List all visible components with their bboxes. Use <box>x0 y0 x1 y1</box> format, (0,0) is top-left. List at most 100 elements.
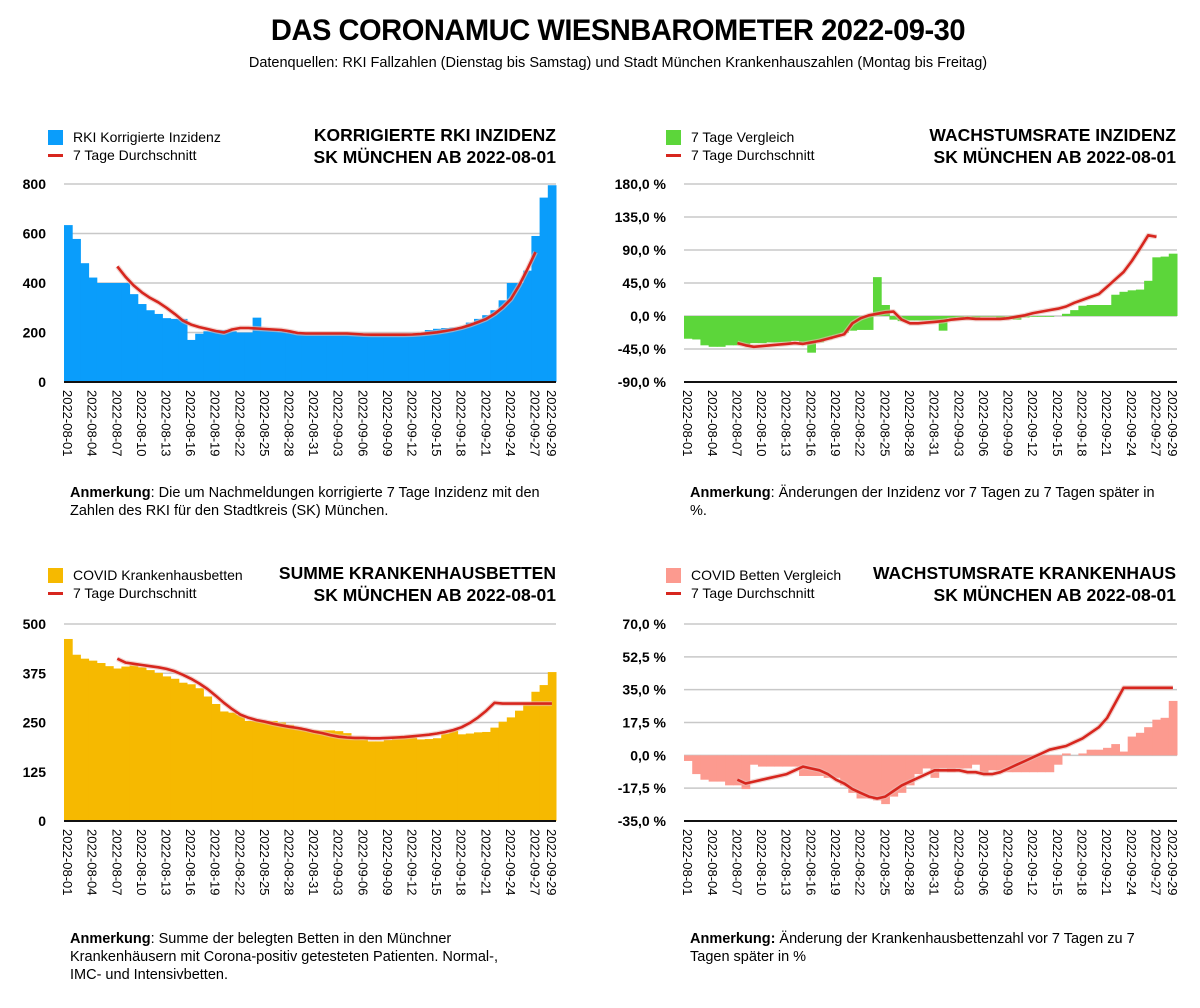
bar <box>905 316 915 321</box>
y-tick-label: 0 <box>38 374 46 390</box>
note-label: Anmerkung <box>70 931 151 947</box>
bar <box>799 316 808 343</box>
chart-title: WACHSTUMSRATE KRANKENHAUS SK MÜNCHEN AB … <box>873 562 1176 606</box>
bar <box>716 316 726 347</box>
bar <box>1045 755 1055 773</box>
bar <box>293 727 303 821</box>
bar <box>359 739 368 821</box>
bar <box>441 733 450 821</box>
legend-swatch-icon <box>48 567 63 583</box>
bar <box>187 684 196 821</box>
bar <box>971 755 981 765</box>
bar <box>318 730 327 821</box>
bar <box>531 691 541 821</box>
bar <box>523 270 532 383</box>
chart-title-line1: WACHSTUMSRATE KRANKENHAUS <box>872 563 1176 583</box>
bar <box>1119 291 1129 316</box>
bar <box>433 738 442 821</box>
x-tick-label: 2022-09-03 <box>951 390 966 457</box>
bar <box>872 755 882 801</box>
bar <box>351 736 360 821</box>
chart-note: Anmerkung: Änderung der Krankenhausbette… <box>690 930 1170 966</box>
legend-line-icon <box>48 591 63 595</box>
y-tick-label: 0,0 % <box>630 747 666 763</box>
bar <box>1086 749 1096 756</box>
x-tick-label: 2022-08-19 <box>208 829 223 896</box>
bar <box>326 730 336 821</box>
chart-note: Anmerkung: Summe der belegten Betten in … <box>70 930 530 984</box>
bar <box>523 702 532 821</box>
x-tick-label: 2022-09-29 <box>544 390 559 457</box>
bar <box>1094 749 1104 756</box>
bar <box>129 665 139 821</box>
bar <box>700 755 710 780</box>
bar <box>301 729 311 821</box>
bar <box>408 737 418 821</box>
x-tick-label: 2022-08-31 <box>927 829 942 896</box>
x-tick-label: 2022-09-09 <box>1001 829 1016 896</box>
bar <box>64 225 73 382</box>
bar <box>121 283 131 382</box>
bar <box>187 339 196 382</box>
bar <box>733 316 743 346</box>
bar <box>1103 305 1112 316</box>
chart-title-line2: SK MÜNCHEN AB 2022-08-01 <box>313 585 556 605</box>
bar <box>782 316 792 343</box>
bar <box>1078 305 1088 316</box>
bar <box>506 283 516 382</box>
y-tick-label: 45,0 % <box>622 275 666 291</box>
bar <box>260 720 270 821</box>
x-tick-label: 2022-09-21 <box>1099 390 1114 457</box>
bar <box>1168 700 1178 756</box>
x-tick-label: 2022-08-19 <box>828 829 843 896</box>
x-tick-label: 2022-09-15 <box>1050 829 1065 896</box>
page-subtitle: Datenquellen: RKI Fallzahlen (Dienstag b… <box>248 55 988 71</box>
bar <box>766 755 775 767</box>
y-tick-label: 200 <box>23 325 47 341</box>
x-tick-label: 2022-08-13 <box>159 829 174 896</box>
bar <box>790 316 800 341</box>
bar <box>301 333 311 382</box>
bar <box>864 755 874 799</box>
bar <box>367 334 377 382</box>
bar <box>285 332 295 382</box>
bar <box>946 755 956 773</box>
bar <box>342 733 352 821</box>
x-tick-label: 2022-09-27 <box>528 829 543 896</box>
bar <box>482 315 491 382</box>
series-line-7-tage-durchschnitt <box>116 251 537 336</box>
y-tick-label: 400 <box>23 275 47 291</box>
bar <box>872 277 882 316</box>
bar <box>515 283 524 382</box>
bar <box>1053 755 1063 765</box>
bar <box>170 318 180 382</box>
x-tick-label: 2022-08-22 <box>232 829 247 896</box>
bar <box>129 294 139 382</box>
bar <box>121 666 131 821</box>
bar <box>162 318 172 382</box>
legend-item-bars: RKI Korrigierte Inzidenz <box>48 128 221 146</box>
bar <box>848 755 858 793</box>
legend-item-bars: 7 Tage Vergleich <box>666 128 814 146</box>
x-tick-label: 2022-08-16 <box>803 829 818 896</box>
x-tick-label: 2022-09-27 <box>528 390 543 457</box>
bar <box>105 283 114 382</box>
chart-title-line2: SK MÜNCHEN AB 2022-08-01 <box>933 585 1176 605</box>
legend: RKI Korrigierte Inzidenz 7 Tage Durchsch… <box>48 128 221 164</box>
chart-title: KORRIGIERTE RKI INZIDENZ SK MÜNCHEN AB 2… <box>314 124 556 168</box>
note-text: : Die um Nachmeldungen korrigierte 7 Tag… <box>70 485 540 519</box>
bar <box>684 316 693 339</box>
bar <box>137 304 147 382</box>
x-tick-label: 2022-09-18 <box>454 829 469 896</box>
bar <box>757 316 767 344</box>
bar <box>88 660 98 821</box>
chart-note: Anmerkung: Änderungen der Inzidenz vor 7… <box>690 484 1170 520</box>
x-tick-label: 2022-08-28 <box>282 829 297 896</box>
bar <box>72 654 81 821</box>
panel-wachstum-inzidenz: 7 Tage Vergleich 7 Tage Durchschnitt WAC… <box>600 120 1180 570</box>
y-tick-label: 0 <box>38 813 46 829</box>
bar <box>1037 755 1047 773</box>
bar <box>310 729 319 821</box>
bar <box>113 283 122 382</box>
bar <box>823 755 833 778</box>
